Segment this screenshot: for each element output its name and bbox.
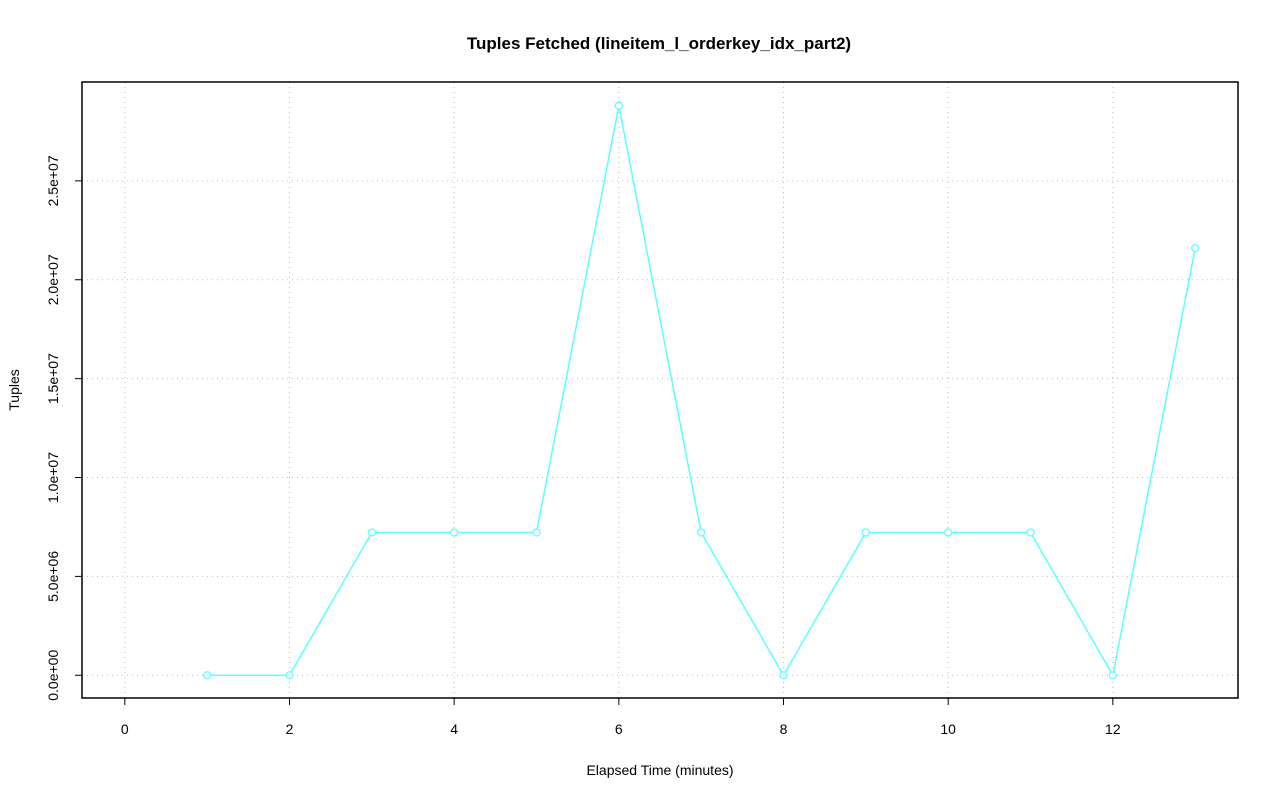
y-axis-label: Tuples [6,369,22,411]
series-line [207,105,1196,678]
data-point [861,528,870,537]
data-point [614,101,623,110]
data-point [450,528,459,537]
chart-title: Tuples Fetched (lineitem_l_orderkey_idx_… [467,34,851,53]
y-tick-label: 0.0e+00 [45,650,61,701]
data-point [367,528,376,537]
data-point [532,528,541,537]
x-tick-label: 4 [450,721,458,737]
x-tick-label: 8 [780,721,788,737]
y-tick-label: 1.0e+07 [45,452,61,503]
x-tick-label: 0 [121,721,129,737]
x-tick-label: 12 [1105,721,1121,737]
data-point [779,671,788,680]
data-point [1191,243,1200,253]
x-tick-label: 10 [940,721,956,737]
data-point [944,528,953,537]
data-point [203,671,212,680]
x-tick-label: 6 [615,721,623,737]
y-tick-label: 2.5e+07 [45,155,61,206]
data-point [697,528,706,537]
data-point [1108,671,1117,680]
y-tick-label: 1.5e+07 [45,353,61,404]
y-tick-label: 2.0e+07 [45,254,61,305]
plot-frame [81,81,1239,699]
data-point [285,671,294,680]
x-tick-label: 2 [286,721,294,737]
x-axis-label: Elapsed Time (minutes) [586,762,733,778]
data-point [1026,528,1035,537]
y-tick-label: 5.0e+06 [45,551,61,602]
